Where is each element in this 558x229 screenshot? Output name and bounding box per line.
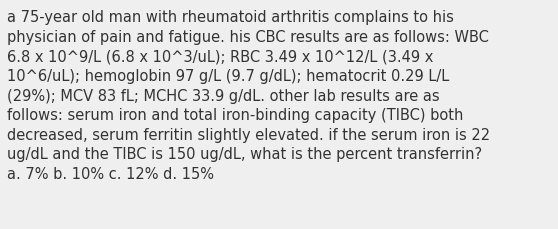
- Text: a 75-year old man with rheumatoid arthritis complains to his
physician of pain a: a 75-year old man with rheumatoid arthri…: [7, 10, 490, 181]
